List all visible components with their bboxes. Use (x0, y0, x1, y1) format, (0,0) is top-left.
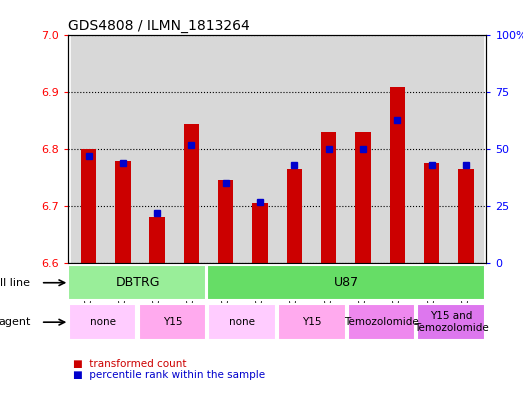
Bar (348, 305, 415, 340)
Bar (72, 35, 106, 263)
Text: Temozolomide: Temozolomide (345, 317, 419, 327)
Text: cell line: cell line (0, 278, 30, 288)
Bar (218, 180, 233, 263)
Text: ■  transformed count: ■ transformed count (73, 360, 187, 369)
Text: U87: U87 (334, 276, 359, 289)
Bar (252, 203, 268, 263)
Bar (208, 305, 276, 340)
Text: ■  percentile rank within the sample: ■ percentile rank within the sample (73, 370, 265, 380)
Text: none: none (229, 317, 255, 327)
Bar (346, 35, 380, 263)
Bar (390, 86, 405, 263)
Bar (278, 305, 346, 340)
Text: none: none (90, 317, 116, 327)
Bar (277, 35, 312, 263)
Text: DBTRG: DBTRG (116, 276, 160, 289)
Bar (209, 35, 243, 263)
Bar (355, 132, 371, 263)
Text: GDS4808 / ILMN_1813264: GDS4808 / ILMN_1813264 (68, 19, 250, 33)
Bar (139, 305, 206, 340)
Bar (312, 35, 346, 263)
Bar (424, 163, 439, 263)
Text: Y15: Y15 (163, 317, 183, 327)
Bar (150, 217, 165, 263)
Bar (106, 35, 140, 263)
Bar (140, 35, 174, 263)
Bar (174, 35, 209, 263)
Bar (417, 305, 485, 340)
Bar (69, 305, 137, 340)
Bar (458, 169, 473, 263)
Text: agent: agent (0, 317, 30, 327)
Bar (208, 265, 485, 301)
Bar (449, 35, 483, 263)
Bar (287, 169, 302, 263)
Bar (243, 35, 277, 263)
Bar (380, 35, 414, 263)
Bar (321, 132, 336, 263)
Text: Y15: Y15 (302, 317, 322, 327)
Bar (115, 161, 131, 263)
Text: Y15 and
Temozolomide: Y15 and Temozolomide (414, 311, 489, 333)
Bar (414, 35, 449, 263)
Bar (81, 149, 96, 263)
Bar (184, 123, 199, 263)
Bar (68, 265, 206, 301)
